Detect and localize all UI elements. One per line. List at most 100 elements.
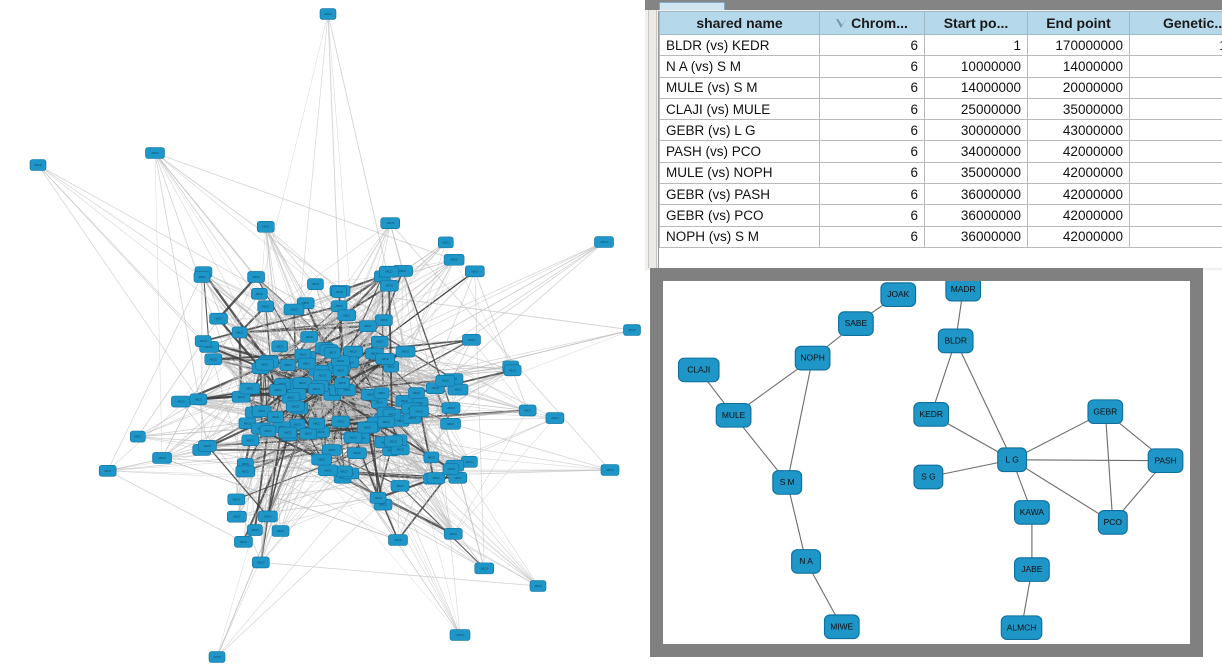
main-network-edge[interactable] xyxy=(216,485,401,658)
main-network-node-shape[interactable] xyxy=(239,382,260,395)
main-network-node[interactable]: ABCD xyxy=(449,629,471,641)
sub-network-node[interactable]: ALMCH xyxy=(1000,615,1043,641)
main-network-node[interactable]: ABCD xyxy=(409,405,429,418)
main-network-node[interactable]: ABCD xyxy=(545,412,565,424)
sub-network-node[interactable]: S G xyxy=(913,464,944,490)
table-row[interactable]: PASH (vs) PCO6340000004200000011.4 xyxy=(659,140,1222,163)
main-network-node[interactable]: ABCD xyxy=(283,303,305,316)
sub-network-node[interactable]: NOPH xyxy=(794,345,831,371)
main-network-node-shape[interactable] xyxy=(449,629,471,641)
main-network-node[interactable]: ABCD xyxy=(442,463,460,475)
main-network-node-shape[interactable] xyxy=(130,430,146,443)
main-network-edge[interactable] xyxy=(180,359,214,402)
main-network-edge[interactable] xyxy=(180,401,281,532)
main-network-node[interactable]: ABCD xyxy=(390,480,410,492)
main-network-node-shape[interactable] xyxy=(297,357,316,370)
table-row[interactable]: MULE (vs) NOPH6350000004200000010.5 xyxy=(659,161,1222,185)
main-network-edge[interactable] xyxy=(405,351,470,462)
main-network-node[interactable]: ABCD xyxy=(292,377,313,389)
main-network-node[interactable]: ABCD xyxy=(370,335,389,348)
main-network-edge[interactable] xyxy=(242,434,291,543)
main-network-node-shape[interactable] xyxy=(271,340,289,353)
table-vertical-scrollbar[interactable] xyxy=(648,10,657,268)
cell-start_point[interactable]: 36000000 xyxy=(924,183,1028,206)
main-network-node-shape[interactable] xyxy=(437,236,454,249)
main-network-node-shape[interactable] xyxy=(375,314,393,326)
main-network-edge[interactable] xyxy=(367,325,556,419)
main-network-node-shape[interactable] xyxy=(271,525,290,537)
cell-start_point[interactable]: 36000000 xyxy=(924,204,1028,227)
main-network-node-shape[interactable] xyxy=(259,425,277,437)
main-network-node[interactable]: ABCD xyxy=(299,427,318,440)
main-network-edge[interactable] xyxy=(245,463,399,541)
main-network-edge[interactable] xyxy=(444,241,605,382)
column-header-shared-name[interactable]: shared name xyxy=(659,11,820,35)
cell-shared_name[interactable]: GEBR (vs) PASH xyxy=(659,183,820,206)
main-network-node-shape[interactable] xyxy=(388,534,408,546)
main-network-node[interactable]: ABCD xyxy=(189,393,208,406)
main-network-node[interactable]: ABCD xyxy=(357,421,378,434)
main-network-edge[interactable] xyxy=(377,414,393,498)
main-network-node-shape[interactable] xyxy=(395,345,416,358)
cell-end_point[interactable]: 42000000 xyxy=(1027,183,1130,206)
sub-network-node-shape[interactable] xyxy=(1014,557,1050,582)
main-network-edge[interactable] xyxy=(346,366,511,391)
main-network-node-shape[interactable] xyxy=(600,464,620,476)
main-network-edge[interactable] xyxy=(259,13,329,294)
sub-network-node-shape[interactable] xyxy=(1097,510,1128,535)
cell-shared_name[interactable]: GEBR (vs) L G xyxy=(659,119,820,142)
main-network-node-shape[interactable] xyxy=(623,324,641,336)
cell-chromosome[interactable]: 6 xyxy=(819,140,925,163)
sub-network-node-shape[interactable] xyxy=(1087,399,1124,425)
sub-network-node-shape[interactable] xyxy=(772,470,803,495)
main-network-node[interactable]: ABCD xyxy=(130,430,146,443)
sub-network-edge[interactable] xyxy=(1011,459,1114,523)
main-network-edge[interactable] xyxy=(267,394,333,517)
sub-network-node-shape[interactable] xyxy=(913,402,950,427)
sub-network-node[interactable]: MULE xyxy=(715,402,752,428)
cell-chromosome[interactable]: 6 xyxy=(819,55,925,78)
main-network-node-shape[interactable] xyxy=(447,383,469,396)
main-network-node-shape[interactable] xyxy=(375,352,396,365)
main-network-node[interactable]: ABCD xyxy=(267,411,284,423)
cell-chromosome[interactable]: 6 xyxy=(819,204,925,227)
main-network-edge[interactable] xyxy=(474,271,485,569)
main-network-node-shape[interactable] xyxy=(390,480,410,492)
main-network-node-shape[interactable] xyxy=(343,431,363,444)
main-network-edge[interactable] xyxy=(161,362,269,459)
cell-shared_name[interactable]: GEBR (vs) PCO xyxy=(659,204,820,227)
main-network-edge[interactable] xyxy=(327,13,420,412)
main-network-node-shape[interactable] xyxy=(384,435,403,448)
main-network-node[interactable]: ABCD xyxy=(441,402,461,414)
main-network-node-shape[interactable] xyxy=(226,510,247,523)
main-network-node[interactable]: ABCD xyxy=(448,472,468,484)
cell-end_point[interactable]: 170000000 xyxy=(1027,33,1130,57)
main-network-node[interactable]: ABCD xyxy=(257,300,275,313)
cell-genetic[interactable]: 16.9 xyxy=(1129,119,1222,142)
main-network-node[interactable]: ABCD xyxy=(375,352,396,365)
main-network-edge[interactable] xyxy=(382,504,399,541)
cell-start_point[interactable]: 10000000 xyxy=(924,55,1028,78)
main-network-node[interactable]: ABCD xyxy=(300,331,318,343)
cell-end_point[interactable]: 43000000 xyxy=(1027,119,1130,142)
column-header-end-point[interactable]: End point xyxy=(1027,11,1130,35)
main-network-edge[interactable] xyxy=(339,290,528,411)
main-network-edge[interactable] xyxy=(287,432,454,535)
main-network-node[interactable]: ABCD xyxy=(377,416,396,428)
cell-end_point[interactable]: 14000000 xyxy=(1027,55,1130,78)
main-network-node[interactable]: ABCD xyxy=(462,334,481,346)
main-network-node[interactable]: ABCD xyxy=(278,426,297,439)
main-network-node[interactable]: ABCD xyxy=(503,364,522,377)
sub-network-node-shape[interactable] xyxy=(794,345,831,371)
table-tab-stub[interactable] xyxy=(659,2,725,10)
sub-network-node-shape[interactable] xyxy=(1000,615,1043,641)
main-network-node-shape[interactable] xyxy=(268,383,287,396)
main-network-node-shape[interactable] xyxy=(435,374,456,387)
main-network-edge[interactable] xyxy=(382,504,485,569)
main-network-node[interactable]: ABCD xyxy=(204,353,223,366)
sub-network-node-shape[interactable] xyxy=(791,549,822,574)
main-network-node[interactable]: ABCD xyxy=(373,387,390,399)
main-network-node-shape[interactable] xyxy=(286,400,305,413)
main-network-edge[interactable] xyxy=(377,497,539,587)
main-network-node[interactable]: ABCD xyxy=(440,418,461,430)
